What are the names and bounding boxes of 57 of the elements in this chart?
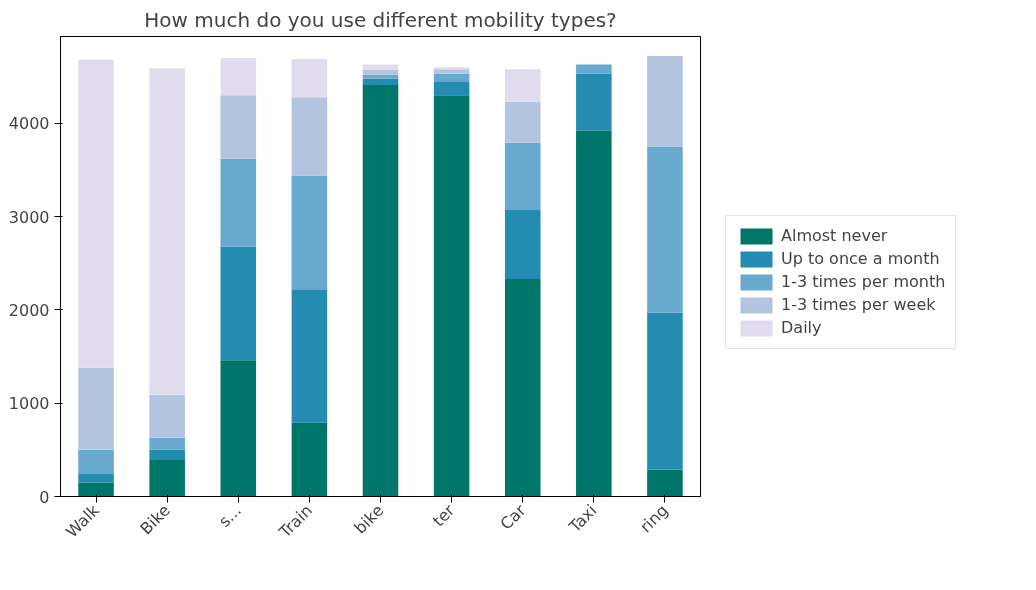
bar [78, 59, 114, 368]
legend-label: Up to once a month [781, 249, 940, 269]
bar [362, 85, 399, 497]
x-tick-label: Car [496, 500, 530, 534]
y-tick-label: 3000 [8, 207, 50, 227]
bar [220, 246, 257, 361]
bar [149, 460, 185, 497]
bar [433, 73, 470, 82]
bar [291, 289, 328, 423]
bar [647, 146, 683, 313]
chart-title: How much do you use different mobility types? [144, 7, 617, 32]
bar [433, 81, 470, 96]
bar [576, 73, 612, 131]
bar [576, 130, 612, 497]
x-tick-label: Taxi [564, 500, 601, 537]
bar [78, 367, 114, 450]
bar [504, 69, 541, 102]
bar [362, 64, 399, 71]
bar [576, 64, 612, 74]
bar [220, 360, 257, 497]
bar [220, 158, 257, 247]
y-tick-label: 1000 [8, 394, 50, 414]
bar [362, 78, 399, 86]
bar [362, 70, 399, 75]
bar [78, 474, 114, 483]
bar [504, 142, 541, 211]
bar [149, 394, 185, 438]
bar [291, 58, 328, 98]
x-tick-label: s... [214, 500, 245, 531]
bar [504, 101, 541, 143]
bar [78, 482, 114, 497]
bar [220, 57, 257, 96]
bar [291, 175, 328, 290]
bar [647, 312, 683, 470]
bar [220, 95, 257, 159]
x-tick-label: ring [636, 500, 672, 537]
legend-label: 1-3 times per month [781, 272, 946, 292]
y-tick-label: 2000 [8, 300, 50, 320]
bar [78, 449, 114, 475]
bar [647, 56, 683, 147]
bar [149, 449, 185, 461]
bar [504, 279, 541, 497]
bar [291, 97, 328, 176]
legend-label: Almost never [781, 226, 888, 246]
x-tick-label: bike [350, 500, 388, 538]
bar [504, 210, 541, 280]
bar [149, 68, 185, 395]
legend-label: Daily [781, 318, 822, 338]
bar [647, 469, 683, 497]
bar [433, 69, 470, 74]
y-tick-label: 0 [39, 487, 50, 507]
x-tick-label: ter [428, 500, 459, 531]
bar [149, 437, 185, 450]
y-tick-label: 4000 [8, 114, 50, 134]
legend-label: 1-3 times per week [781, 295, 936, 315]
bar [291, 422, 328, 497]
bar [433, 95, 470, 497]
